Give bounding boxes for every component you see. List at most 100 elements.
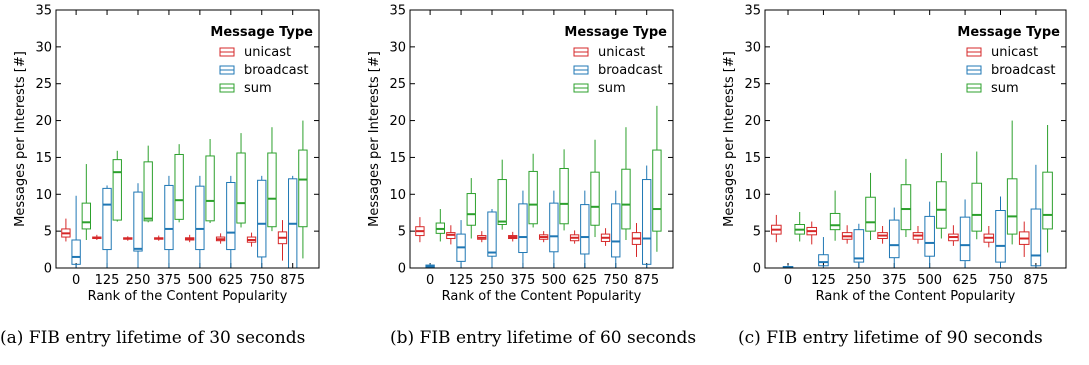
- box-iqr: [865, 196, 876, 232]
- legend-label-sum: sum: [991, 81, 1019, 96]
- box-broadcast-750: [257, 175, 267, 268]
- box-unicast-750: [983, 225, 995, 248]
- box-sum-250: [143, 145, 153, 223]
- box-unicast-250: [841, 225, 853, 244]
- y-axis-label: Messages per Interests [#]: [367, 51, 382, 227]
- box-unicast-625: [215, 233, 226, 244]
- x-tick-label: 0: [426, 273, 434, 288]
- y-tick-label: 20: [744, 114, 761, 129]
- box-broadcast-375: [518, 190, 528, 268]
- box-iqr: [143, 161, 153, 222]
- box-sum-500: [936, 153, 947, 239]
- box-sum-625: [971, 151, 983, 240]
- y-tick-label: 25: [35, 77, 52, 92]
- box-sum-0: [435, 209, 445, 242]
- x-tick-label: 250: [126, 273, 151, 288]
- axes-frame: [764, 9, 1067, 269]
- y-tick-label: 20: [35, 114, 52, 129]
- box-sum-500: [205, 139, 215, 224]
- box-broadcast-500: [195, 175, 205, 268]
- box-iqr: [487, 211, 497, 257]
- box-iqr: [71, 239, 81, 265]
- x-tick-label: 125: [811, 273, 836, 288]
- x-tick-label: 625: [953, 273, 978, 288]
- box-unicast-0: [61, 218, 71, 242]
- box-iqr: [829, 212, 841, 231]
- legend-label-unicast: unicast: [244, 45, 291, 60]
- box-iqr: [959, 216, 971, 262]
- box-iqr: [497, 179, 507, 226]
- box-sum-0: [794, 211, 805, 242]
- x-tick-label: 875: [1023, 273, 1048, 288]
- box-broadcast-250: [487, 209, 497, 268]
- box-iqr: [466, 193, 476, 226]
- box-sum-375: [900, 158, 912, 238]
- box-sum-0: [81, 164, 91, 240]
- chart-panel-2: 0 5 10 15 20 25 30 35 Messages per Interests [#]…: [722, 4, 1067, 304]
- box-unicast-0: [415, 217, 425, 243]
- x-axis-label: Rank of the Content Popularity: [816, 289, 1016, 304]
- box-broadcast-875: [642, 165, 652, 268]
- caption-c: (c) FIB entry lifetime of 90 seconds: [738, 328, 1043, 348]
- box-broadcast-500: [924, 201, 935, 268]
- y-tick-label: 10: [744, 188, 761, 203]
- box-broadcast-375: [164, 175, 174, 268]
- box-iqr: [1006, 178, 1018, 235]
- box-unicast-625: [569, 230, 580, 244]
- axes-frame: [55, 9, 320, 269]
- box-iqr: [818, 254, 829, 267]
- box-broadcast-875: [288, 175, 298, 269]
- box-broadcast-375: [888, 207, 900, 268]
- box-broadcast-875: [1030, 164, 1042, 268]
- legend-title: Message Type: [564, 25, 667, 40]
- box-iqr: [528, 170, 538, 225]
- box-sum-750: [1006, 120, 1018, 245]
- box-unicast-500: [912, 225, 924, 244]
- x-tick-label: 875: [634, 273, 659, 288]
- box-iqr: [257, 179, 267, 258]
- x-tick-label: 250: [846, 273, 871, 288]
- box-unicast-375: [508, 231, 518, 242]
- box-iqr: [971, 182, 983, 232]
- box-unicast-500: [184, 234, 195, 243]
- box-sum-125: [112, 150, 122, 222]
- box-iqr: [1030, 208, 1042, 267]
- box-unicast-625: [948, 225, 959, 246]
- x-tick-label: 500: [541, 273, 566, 288]
- box-iqr: [924, 215, 935, 257]
- box-unicast-375: [877, 225, 888, 244]
- box-iqr: [133, 191, 143, 252]
- box-unicast-0: [771, 214, 782, 243]
- x-tick-label: 375: [157, 273, 182, 288]
- box-broadcast-125: [456, 220, 466, 268]
- x-axis-label: Rank of the Content Popularity: [88, 289, 288, 304]
- y-tick-label: 35: [389, 4, 406, 19]
- legend-label-broadcast: broadcast: [598, 63, 662, 78]
- box-unicast-375: [154, 235, 164, 241]
- y-tick-label: 15: [35, 151, 52, 166]
- y-tick-label: 25: [389, 77, 406, 92]
- box-iqr: [236, 152, 246, 224]
- box-iqr: [81, 202, 91, 230]
- box-unicast-875: [1018, 221, 1030, 257]
- box-sum-750: [621, 127, 631, 240]
- y-tick-label: 0: [44, 262, 52, 277]
- chart-panel-0: 0 5 10 15 20 25 30 35 Messages per Interests [#]…: [13, 4, 320, 304]
- box-sum-875: [1042, 124, 1053, 253]
- box-broadcast-0: [425, 263, 435, 269]
- box-broadcast-500: [549, 190, 559, 268]
- y-tick-label: 30: [35, 40, 52, 55]
- x-tick-label: 125: [95, 273, 120, 288]
- box-sum-750: [267, 127, 277, 232]
- box-unicast-500: [538, 231, 549, 243]
- y-tick-label: 35: [744, 4, 761, 19]
- box-sum-250: [865, 172, 876, 240]
- box-broadcast-625: [226, 175, 236, 268]
- y-tick-label: 30: [389, 40, 406, 55]
- y-tick-label: 35: [35, 4, 52, 19]
- legend-label-sum: sum: [244, 81, 272, 96]
- x-tick-label: 125: [449, 273, 474, 288]
- box-iqr: [518, 203, 528, 254]
- axes-frame: [409, 9, 674, 269]
- x-tick-label: 375: [511, 273, 536, 288]
